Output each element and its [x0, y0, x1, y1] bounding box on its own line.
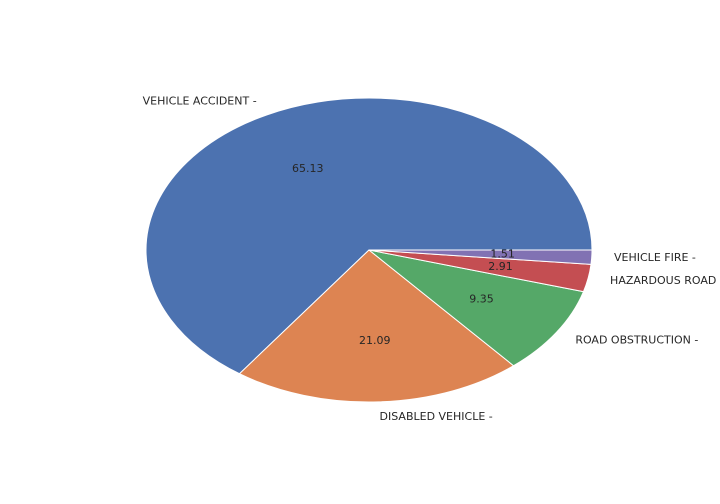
slice-value-vehicle-accident: 65.13 — [292, 162, 324, 175]
slice-label-road-obstruction: ROAD OBSTRUCTION - — [575, 333, 698, 346]
pie-slice-road-obstruction — [368, 249, 585, 367]
slice-label-hazardous-road: HAZARDOUS ROAD — [610, 274, 716, 287]
pie-slice-disabled-vehicle — [238, 249, 515, 403]
slice-label-vehicle-fire: VEHICLE FIRE - — [614, 251, 696, 264]
slice-value-vehicle-fire: 1.51 — [490, 247, 515, 260]
pie-slice-vehicle-fire — [368, 249, 593, 265]
slice-label-vehicle-accident: VEHICLE ACCIDENT - — [143, 94, 257, 107]
slice-value-disabled-vehicle: 21.09 — [359, 334, 391, 347]
slice-value-road-obstruction: 9.35 — [469, 292, 494, 305]
slice-value-hazardous-road: 2.91 — [488, 260, 513, 273]
pie-labels: VEHICLE ACCIDENT - 65.13 DISABLED VEHICLE … — [143, 94, 717, 423]
slice-label-disabled-vehicle: DISABLED VEHICLE - — [380, 410, 493, 423]
pie-slice-vehicle-accident — [145, 97, 593, 375]
pie-slices — [145, 97, 593, 403]
